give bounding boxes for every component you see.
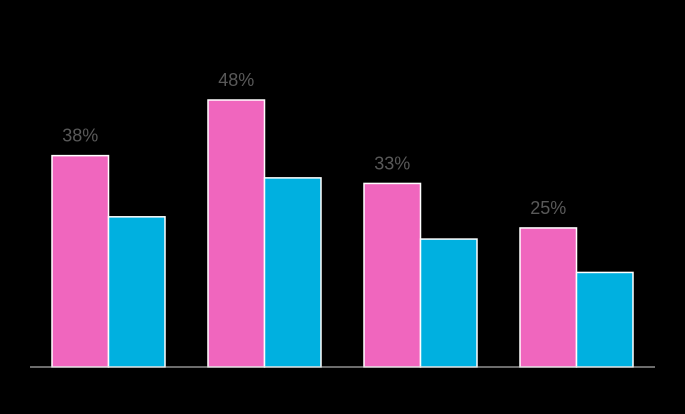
bar [419,238,478,368]
bar [107,216,166,368]
data-label: 48% [218,70,254,90]
bar [363,182,422,368]
data-label: 25% [530,198,566,218]
bar [263,177,322,368]
bar [519,227,578,368]
data-label: 33% [374,153,410,173]
bar [51,154,110,368]
bar [575,271,634,368]
bar [207,99,266,368]
data-label: 38% [62,126,98,146]
